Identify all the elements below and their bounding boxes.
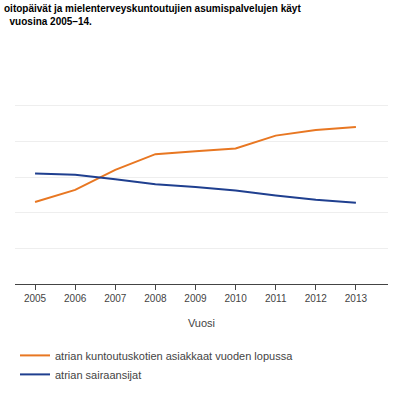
svg-text:2012: 2012 bbox=[305, 293, 328, 304]
svg-text:2007: 2007 bbox=[104, 293, 127, 304]
svg-text:oitopäivät ja mielenterveyskun: oitopäivät ja mielenterveyskuntoutujien … bbox=[4, 3, 301, 27]
svg-text:Vuosi: Vuosi bbox=[188, 317, 215, 329]
svg-text:2008: 2008 bbox=[144, 293, 167, 304]
svg-text:atrian kuntoutuskotien asiakka: atrian kuntoutuskotien asiakkaat vuoden … bbox=[55, 350, 293, 362]
svg-text:2011: 2011 bbox=[265, 293, 287, 304]
svg-text:atrian sairaansijat: atrian sairaansijat bbox=[55, 369, 141, 381]
svg-text:2006: 2006 bbox=[64, 293, 87, 304]
svg-text:2013: 2013 bbox=[345, 293, 368, 304]
svg-text:2010: 2010 bbox=[224, 293, 247, 304]
svg-text:2005: 2005 bbox=[24, 293, 47, 304]
svg-text:2009: 2009 bbox=[184, 293, 207, 304]
